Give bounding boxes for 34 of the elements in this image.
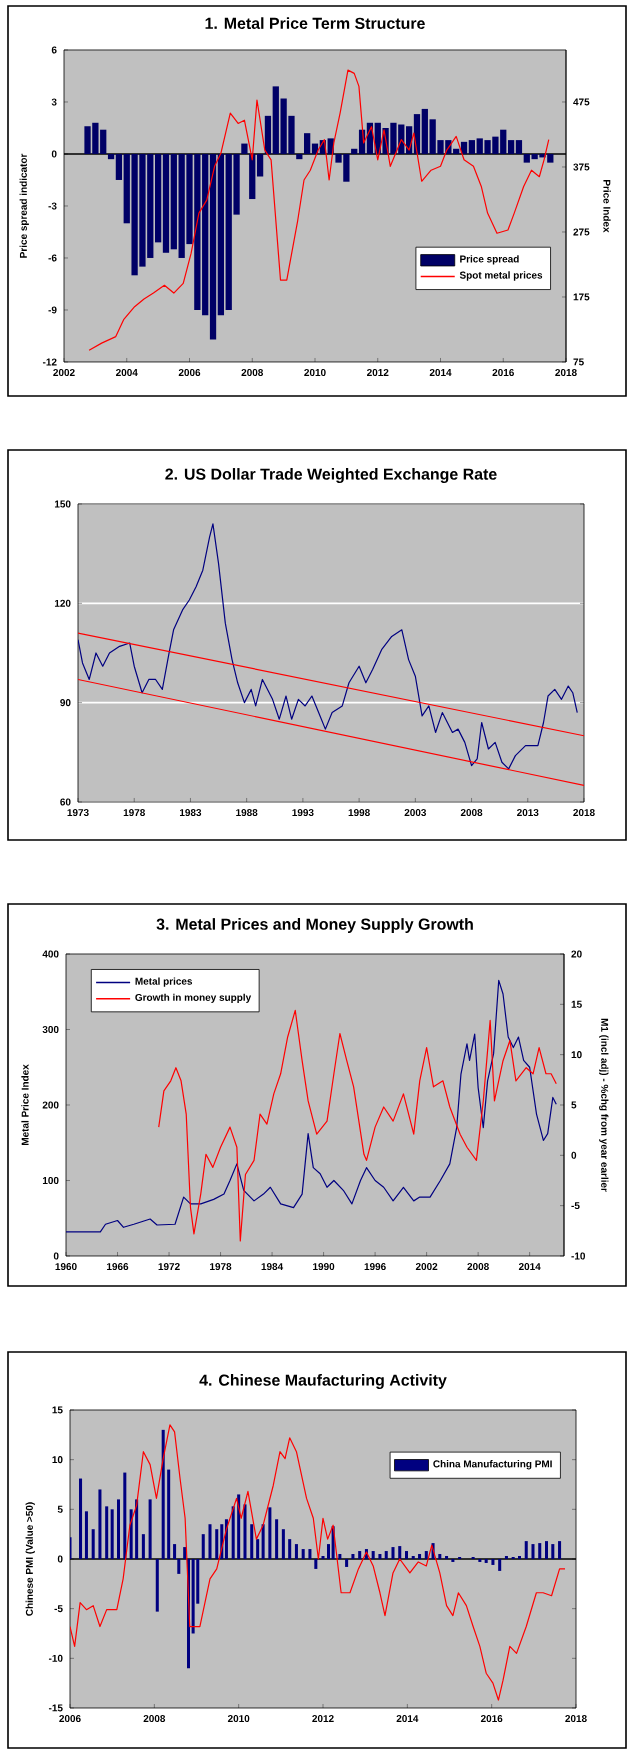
bar [296, 153, 303, 160]
bar [100, 129, 107, 154]
bar [92, 122, 99, 154]
bar [531, 153, 538, 160]
bar [209, 153, 217, 340]
bar [468, 140, 476, 154]
line-series [88, 69, 550, 351]
bar [421, 108, 428, 154]
bar [272, 86, 279, 154]
bar [241, 143, 248, 154]
line-series [158, 1009, 557, 1242]
bar [162, 153, 170, 253]
bar [476, 138, 483, 154]
bar [178, 153, 185, 258]
bar [139, 153, 146, 267]
line-series [78, 523, 578, 770]
bar [523, 153, 530, 163]
bar [225, 153, 232, 310]
bar [170, 153, 177, 250]
bar [131, 153, 138, 276]
bar [547, 153, 554, 163]
bar [343, 153, 350, 182]
line-series [66, 979, 557, 1233]
bar [84, 126, 91, 154]
bar [249, 153, 256, 200]
bar [515, 140, 523, 154]
bar [304, 133, 311, 154]
bar [500, 129, 507, 154]
bar [453, 148, 460, 154]
bar [390, 122, 397, 154]
bar [484, 140, 491, 154]
bar [194, 153, 201, 310]
line-series [70, 1424, 566, 1701]
bar [492, 136, 499, 154]
